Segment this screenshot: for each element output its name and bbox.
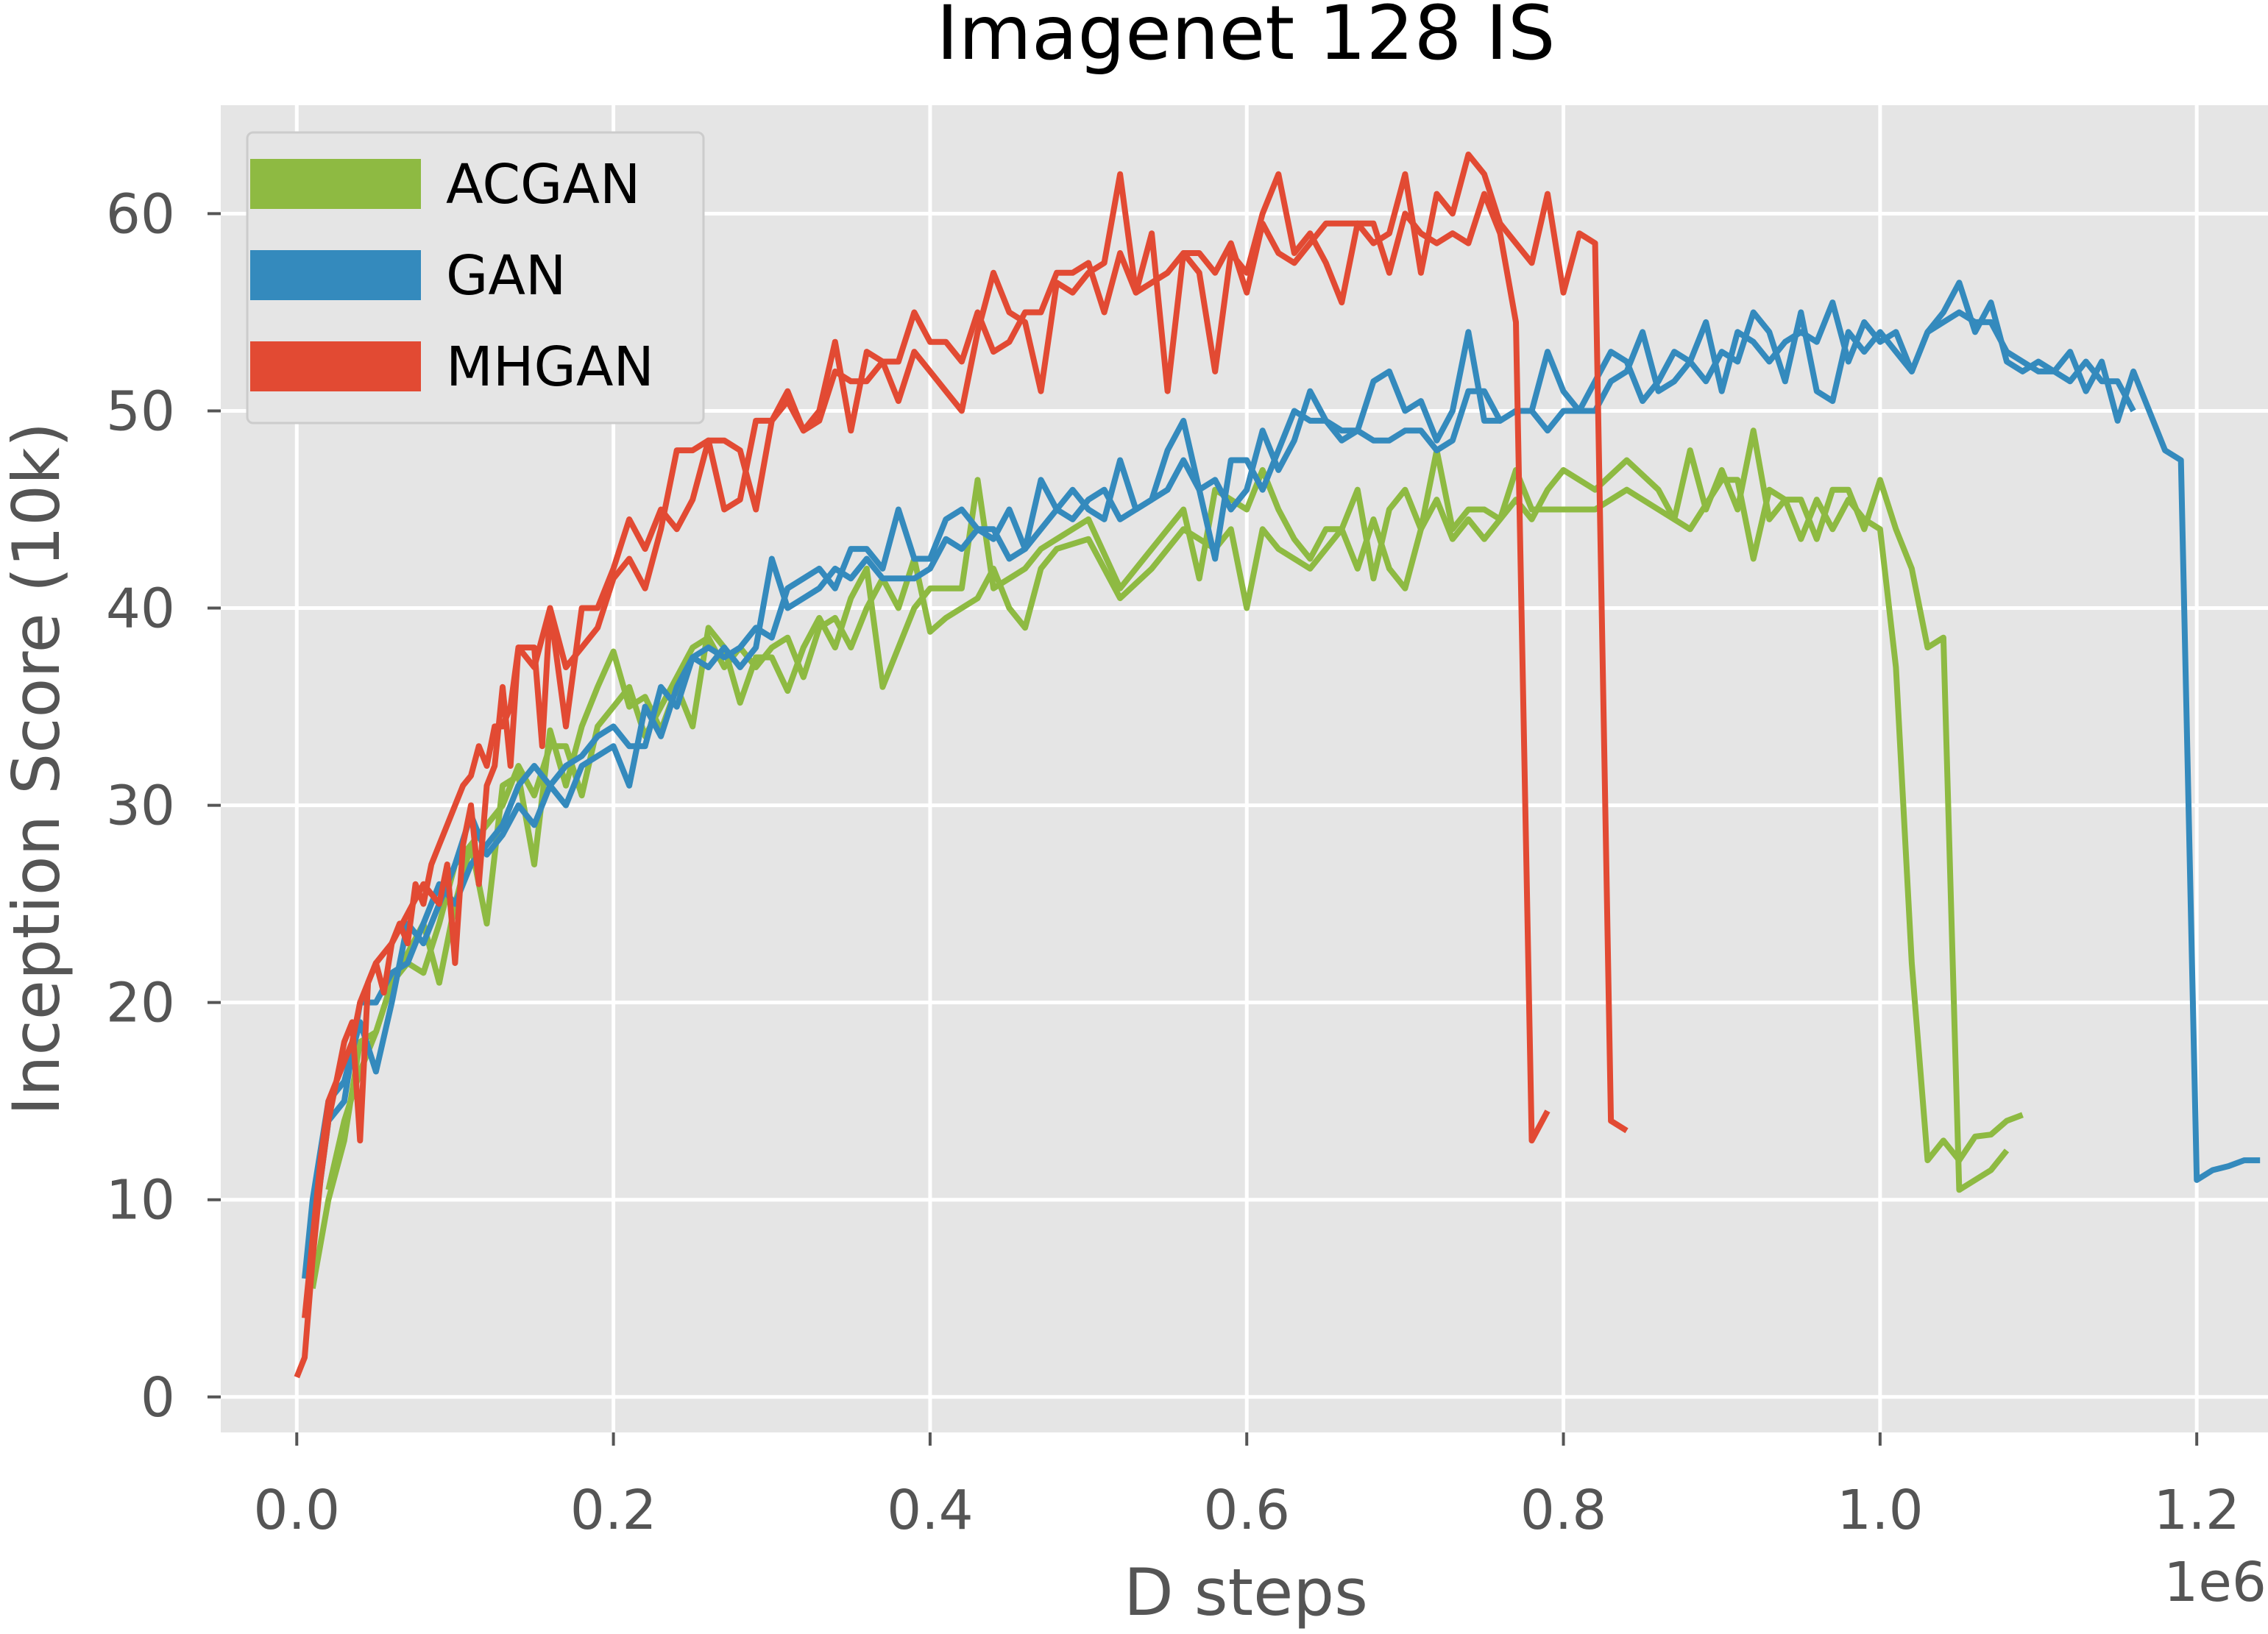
y-tick-label: 30 — [106, 775, 175, 838]
y-tick-label: 60 — [106, 182, 175, 246]
grid-lines — [221, 105, 2268, 1432]
legend-label-mhgan: MHGAN — [446, 335, 654, 399]
x-tick-label: 0.6 — [1203, 1479, 1290, 1542]
x-axis-label: D steps — [1124, 1555, 1368, 1630]
series-layer — [294, 152, 2261, 1379]
x-axis-offset-label: 1e6 — [2164, 1551, 2267, 1614]
legend-swatch-acgan — [250, 159, 421, 209]
legend-label-acgan: ACGAN — [446, 153, 640, 216]
legend-swatch-gan — [250, 250, 421, 300]
legend-label-gan: GAN — [446, 244, 566, 308]
legend: ACGAN GAN MHGAN — [246, 131, 705, 425]
x-axis-ticks: 0.0 0.2 0.4 0.6 0.8 1.0 1.2 — [253, 1432, 2240, 1542]
legend-swatch-mhgan — [250, 341, 421, 391]
y-tick-label: 20 — [106, 972, 175, 1035]
y-axis-ticks: 0 10 20 30 40 50 60 — [106, 182, 221, 1429]
y-tick-label: 50 — [106, 380, 175, 443]
x-tick-label: 1.2 — [2153, 1479, 2240, 1542]
chart-title: Imagenet 128 IS — [936, 0, 1555, 77]
x-tick-label: 0.2 — [570, 1479, 657, 1542]
x-tick-label: 0.0 — [253, 1479, 340, 1542]
series-line-gan — [309, 299, 2136, 1240]
series-line-acgan — [309, 427, 2024, 1290]
x-tick-label: 1.0 — [1837, 1479, 1924, 1542]
y-tick-label: 0 — [141, 1366, 175, 1429]
x-tick-label: 0.4 — [887, 1479, 974, 1542]
y-axis-label: Inception Score (10k) — [0, 422, 74, 1116]
x-tick-label: 0.8 — [1520, 1479, 1607, 1542]
series-line-mhgan — [302, 152, 1629, 1318]
series-line-acgan — [325, 466, 2010, 1193]
y-tick-label: 40 — [106, 578, 175, 641]
y-tick-label: 10 — [106, 1169, 175, 1232]
